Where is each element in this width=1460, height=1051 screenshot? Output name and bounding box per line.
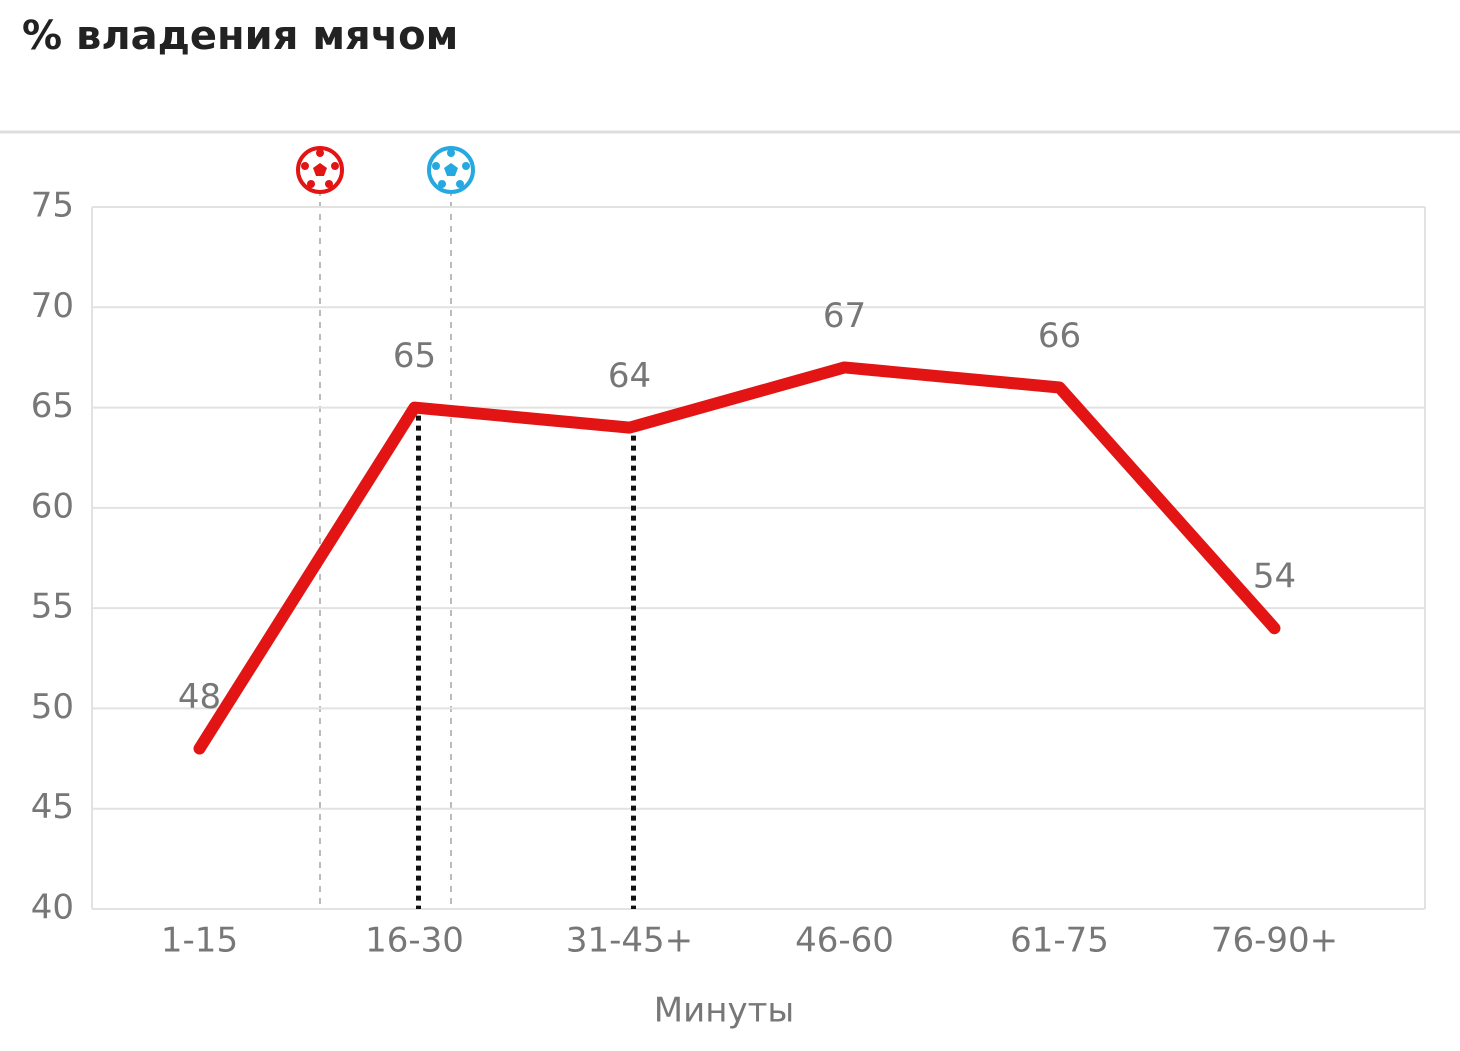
x-tick-label: 1-15 (161, 921, 238, 961)
data-label: 66 (1038, 316, 1081, 356)
line-series (193, 361, 1281, 755)
goal-icon (427, 146, 475, 194)
y-tick-label: 70 (31, 286, 74, 326)
y-tick-label: 50 (31, 687, 74, 727)
x-tick-label: 46-60 (795, 921, 894, 961)
x-tick-label: 31-45+ (566, 921, 693, 961)
x-tick-label: 76-90+ (1211, 921, 1338, 961)
data-label: 48 (178, 677, 221, 717)
data-label: 54 (1253, 557, 1296, 597)
y-tick-label: 45 (31, 787, 74, 827)
data-label: 67 (823, 296, 866, 336)
data-label: 65 (393, 336, 436, 376)
x-tick-label: 16-30 (365, 921, 464, 961)
y-tick-label: 60 (31, 486, 74, 526)
y-tick-label: 40 (31, 888, 74, 928)
data-label: 64 (608, 356, 651, 396)
goal-icon (296, 146, 344, 194)
chart-title: % владения мячом (22, 13, 458, 59)
y-tick-label: 55 (31, 587, 74, 627)
y-tick-label: 75 (31, 186, 74, 226)
x-axis-label: Минуты (654, 991, 794, 1031)
y-tick-label: 65 (31, 386, 74, 426)
x-tick-label: 61-75 (1010, 921, 1109, 961)
